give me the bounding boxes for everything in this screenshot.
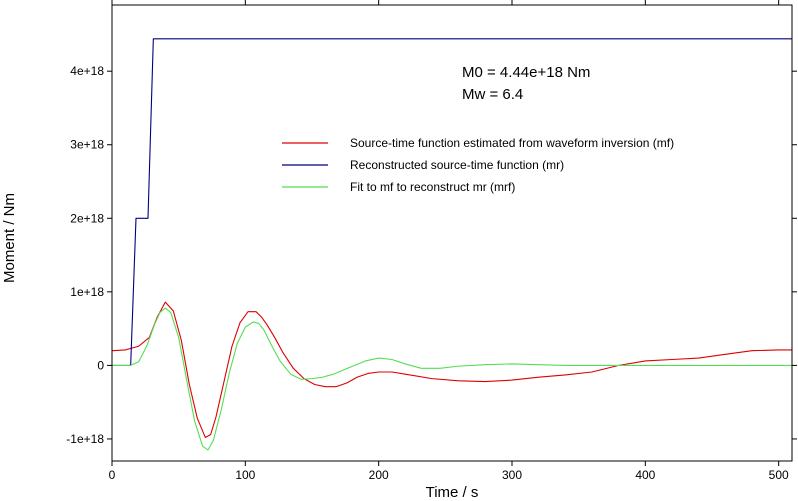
- legend-label-0: Source-time function estimated from wave…: [350, 136, 674, 150]
- legend-label-2: Fit to mf to reconstruct mr (mrf): [350, 180, 515, 194]
- y-axis-ticks: -1e+18 0 1e+18 2e+18 3e+18 4e+18: [66, 64, 797, 446]
- y-tick-label: -1e+18: [66, 432, 104, 446]
- x-tick-label: 500: [769, 468, 789, 482]
- x-tick-label: 0: [109, 468, 116, 482]
- x-axis-ticks: 0 100 200 300 400 500: [109, 0, 789, 482]
- legend: Source-time function estimated from wave…: [282, 136, 674, 194]
- y-tick-label: 3e+18: [70, 138, 104, 152]
- x-axis-title: Time / s: [426, 484, 479, 501]
- seismic-moment-annotation: M0 = 4.44e+18 Nm: [462, 64, 590, 81]
- x-tick-label: 300: [502, 468, 522, 482]
- y-axis-title: Moment / Nm: [1, 193, 18, 283]
- series-line-0: [111, 301, 792, 439]
- y-tick-label: 1e+18: [70, 285, 104, 299]
- x-tick-label: 400: [635, 468, 655, 482]
- moment-magnitude-annotation: Mw = 6.4: [462, 86, 523, 103]
- y-tick-label: 0: [97, 358, 104, 372]
- y-tick-label: 4e+18: [70, 64, 104, 78]
- y-tick-label: 2e+18: [70, 211, 104, 225]
- plot-frame: [111, 4, 793, 462]
- legend-label-1: Reconstructed source-time function (mr): [350, 158, 564, 172]
- x-tick-label: 100: [235, 468, 255, 482]
- series-layer: [111, 38, 792, 451]
- series-line-2: [112, 307, 792, 451]
- x-tick-label: 200: [369, 468, 389, 482]
